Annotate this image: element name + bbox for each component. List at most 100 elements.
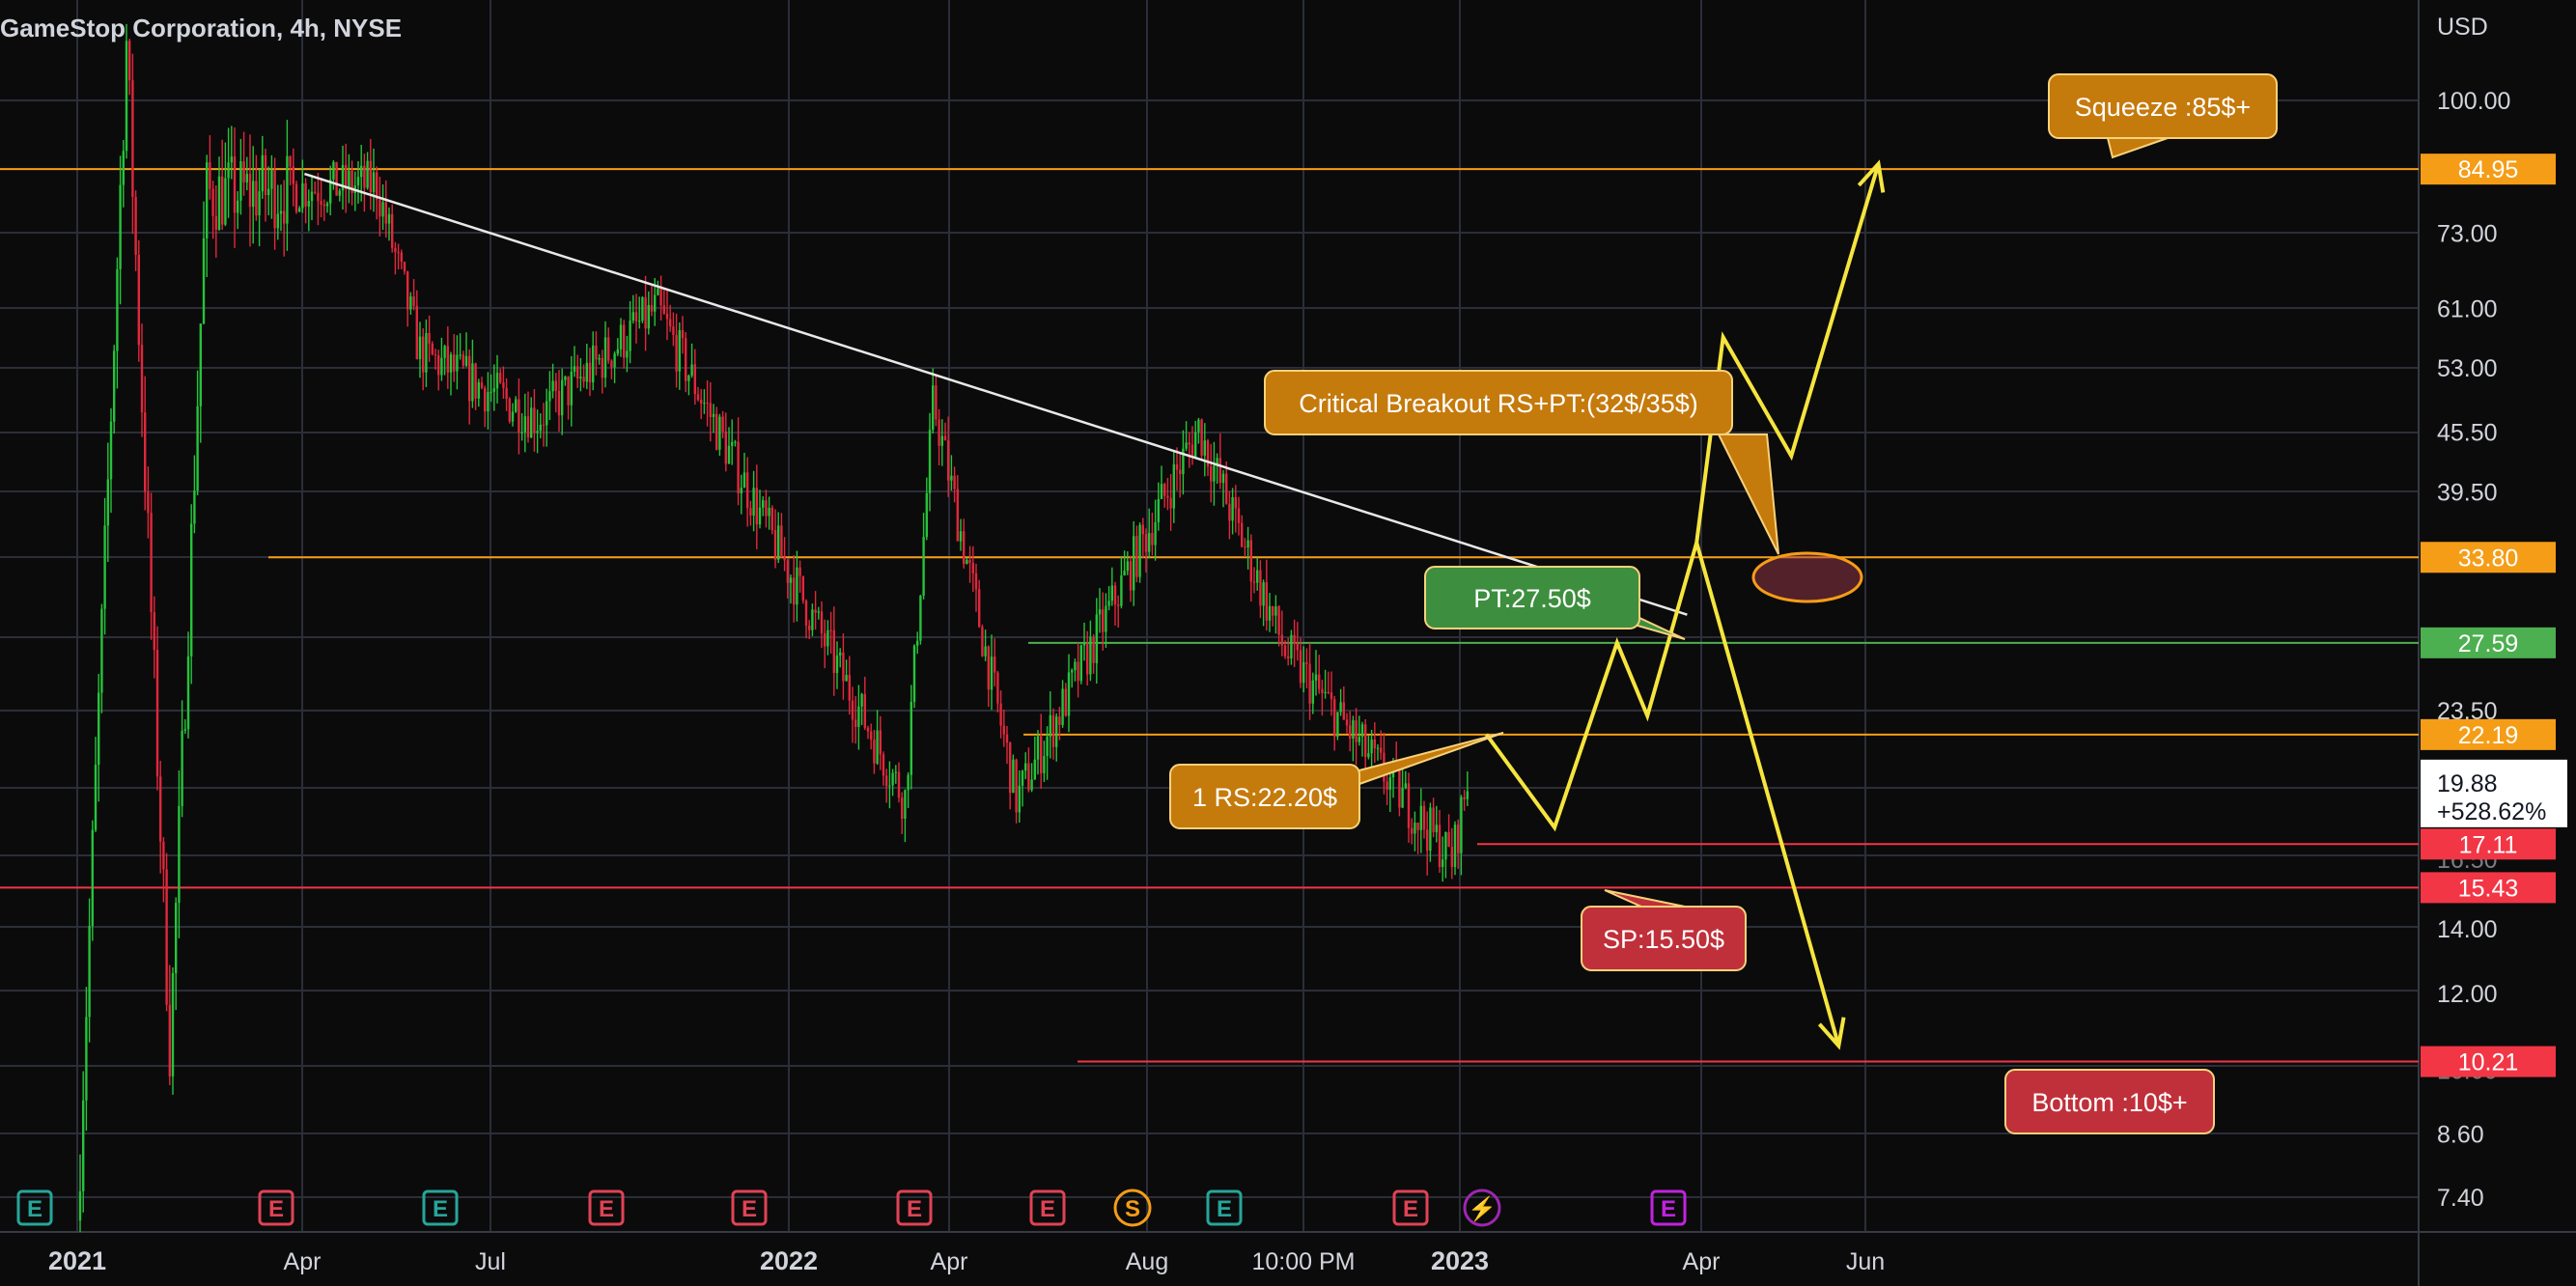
- price-badge[interactable]: [2421, 542, 2556, 573]
- candle-body: [1333, 699, 1336, 738]
- event-marker-square[interactable]: [1650, 1189, 1687, 1226]
- candle-body: [270, 169, 273, 189]
- projection-down-arrowhead: [1817, 1017, 1846, 1050]
- candle-body: [178, 805, 181, 904]
- event-marker-square[interactable]: [422, 1189, 459, 1226]
- event-marker-square[interactable]: [16, 1189, 53, 1226]
- event-marker-letter: E: [599, 1196, 614, 1222]
- candle-body: [1058, 716, 1061, 725]
- candle-body: [687, 376, 690, 381]
- candle-body: [1321, 688, 1324, 693]
- candle-body: [1342, 702, 1345, 720]
- event-marker-square[interactable]: [731, 1189, 768, 1226]
- candle-body: [1138, 524, 1141, 577]
- candle-body: [1129, 561, 1133, 591]
- candle-body: [350, 170, 353, 193]
- event-marker-square[interactable]: [258, 1189, 294, 1226]
- candle-body: [258, 191, 261, 216]
- candle-body: [103, 525, 106, 609]
- price-tick-label: 7.40: [2437, 1185, 2484, 1212]
- price-badge[interactable]: [2421, 718, 2556, 750]
- candle-body: [1249, 540, 1252, 582]
- candle-body: [477, 382, 480, 399]
- candle-body: [1203, 440, 1206, 456]
- time-axis[interactable]: 2021 Apr Jul 2022 Apr Aug 10:00 PM 2023 Apr Jun: [48, 1246, 1885, 1275]
- candle-body: [310, 191, 314, 202]
- candle-body: [626, 350, 629, 358]
- candle-body: [851, 700, 854, 720]
- candle-body: [1067, 672, 1071, 716]
- candle-body: [1061, 688, 1064, 725]
- candle-body: [721, 416, 724, 432]
- price-axis[interactable]: USD100.0073.0061.0053.0045.5039.5023.501…: [2421, 14, 2567, 1212]
- candle-body: [1450, 847, 1453, 867]
- candle-body: [1364, 724, 1367, 758]
- price-badge[interactable]: [2421, 872, 2556, 904]
- candle-body: [1466, 791, 1469, 799]
- candle-body: [1036, 736, 1040, 760]
- candle-body: [422, 336, 425, 373]
- candle-body: [116, 268, 119, 351]
- candle-body: [882, 754, 885, 776]
- event-marker-square[interactable]: [896, 1189, 933, 1226]
- candle-body: [155, 650, 159, 777]
- candle-body: [916, 640, 919, 646]
- candle-body: [1355, 720, 1358, 742]
- candle-body: [1358, 737, 1360, 742]
- event-marker-square[interactable]: [588, 1189, 625, 1226]
- candle-body: [1071, 670, 1074, 673]
- callout-box-squeeze: [2048, 73, 2278, 139]
- candle-body: [449, 354, 453, 373]
- candle-body: [1252, 581, 1256, 583]
- callout-box-rs: [1169, 764, 1360, 829]
- candle-body: [582, 377, 585, 382]
- price-badge[interactable]: [2421, 627, 2556, 658]
- last-price-badge[interactable]: [2421, 759, 2567, 827]
- candle-body: [1447, 831, 1450, 848]
- candle-body: [607, 337, 610, 361]
- candle-body: [1216, 458, 1218, 466]
- candle-body: [1241, 522, 1244, 547]
- candle-body: [242, 161, 245, 182]
- candle-body: [511, 411, 515, 422]
- candle-body: [122, 151, 125, 185]
- candle-body: [1349, 725, 1352, 740]
- candle-body: [286, 155, 289, 224]
- candle-body: [400, 252, 403, 263]
- price-badge[interactable]: [2421, 828, 2556, 860]
- candle-body: [348, 170, 350, 189]
- candle-body: [495, 373, 499, 389]
- callout-box-critical: [1264, 370, 1733, 435]
- candle-body: [570, 372, 573, 405]
- candle-body: [1166, 495, 1169, 498]
- price-badge[interactable]: [2421, 1046, 2556, 1077]
- candle-body: [740, 488, 742, 494]
- event-marker-circle[interactable]: [1113, 1188, 1152, 1227]
- projection-up-path: [1484, 163, 1881, 832]
- event-marker-square[interactable]: [1206, 1189, 1243, 1226]
- event-marker-square[interactable]: [1029, 1189, 1066, 1226]
- candle-body: [650, 304, 654, 312]
- candle-body: [832, 629, 835, 674]
- candle-body: [255, 181, 258, 216]
- candle-body: [835, 655, 839, 674]
- candle-body: [659, 288, 662, 306]
- candle-body: [817, 611, 820, 613]
- candle-body: [85, 1017, 88, 1101]
- price-badge[interactable]: [2421, 154, 2556, 185]
- candle-body: [1021, 770, 1024, 786]
- candle-body: [1098, 609, 1102, 615]
- candle-body: [1110, 585, 1113, 601]
- candle-body: [206, 162, 209, 238]
- candle-body: [434, 354, 437, 356]
- event-marker-letter: E: [907, 1196, 922, 1222]
- candle-body: [1175, 464, 1179, 470]
- candle-body: [186, 656, 190, 730]
- event-marker-square[interactable]: [1392, 1189, 1429, 1226]
- event-marker-circle[interactable]: [1463, 1188, 1501, 1227]
- event-marker-letter: E: [1040, 1196, 1055, 1222]
- candle-body: [338, 190, 341, 196]
- candle-body: [301, 182, 304, 209]
- candle-body: [317, 192, 320, 202]
